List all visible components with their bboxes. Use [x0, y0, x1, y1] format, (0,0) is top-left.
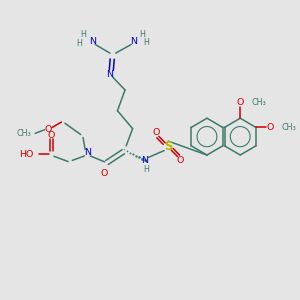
Text: H: H [76, 39, 82, 48]
Text: O: O [177, 156, 184, 165]
Text: N: N [106, 70, 113, 79]
Text: N: N [89, 37, 96, 46]
Text: N: N [141, 156, 148, 165]
Text: CH₃: CH₃ [17, 130, 32, 139]
Text: CH₃: CH₃ [251, 98, 266, 107]
Text: O: O [236, 98, 244, 107]
Text: HO: HO [19, 150, 34, 159]
Text: H: H [144, 165, 149, 174]
Text: S: S [164, 140, 172, 153]
Text: N: N [130, 37, 138, 46]
Text: O: O [267, 123, 274, 132]
Text: H: H [139, 31, 145, 40]
Text: O: O [45, 125, 52, 134]
Text: H: H [143, 38, 149, 47]
Text: O: O [100, 169, 108, 178]
Text: O: O [152, 128, 160, 137]
Text: CH₃: CH₃ [281, 123, 296, 132]
Text: N: N [84, 148, 91, 158]
Text: H: H [80, 31, 86, 40]
Text: O: O [48, 130, 55, 140]
